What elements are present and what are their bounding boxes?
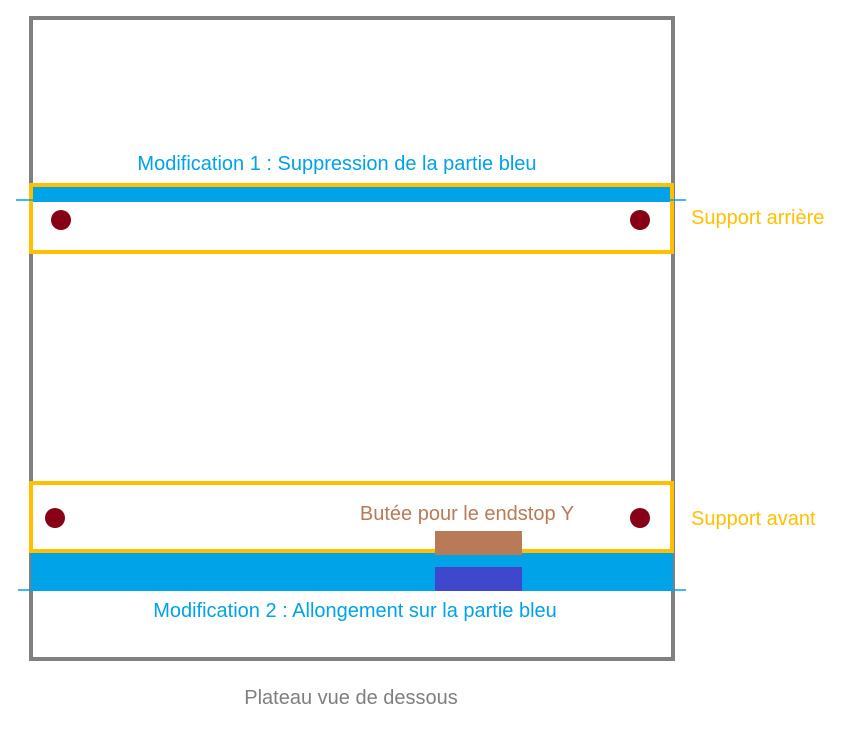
rear-support-frame <box>29 183 674 254</box>
front-blue-strip <box>31 553 673 591</box>
support-rear-label: Support arrière <box>691 207 824 229</box>
support-front-label: Support avant <box>691 508 816 530</box>
modification-1-label: Modification 1 : Suppression de la parti… <box>137 153 536 175</box>
rear-right-screw-hole <box>630 210 650 230</box>
endstop-label: Butée pour le endstop Y <box>360 503 574 525</box>
endstop-block <box>435 531 522 555</box>
endstop-base <box>435 567 522 591</box>
front-right-screw-hole <box>630 508 650 528</box>
rear-left-screw-hole <box>51 210 71 230</box>
rear-blue-strip <box>31 186 673 202</box>
caption: Plateau vue de dessous <box>244 687 458 709</box>
front-left-screw-hole <box>45 508 65 528</box>
modification-2-label: Modification 2 : Allongement sur la part… <box>153 600 557 622</box>
front-support-frame <box>29 481 674 553</box>
